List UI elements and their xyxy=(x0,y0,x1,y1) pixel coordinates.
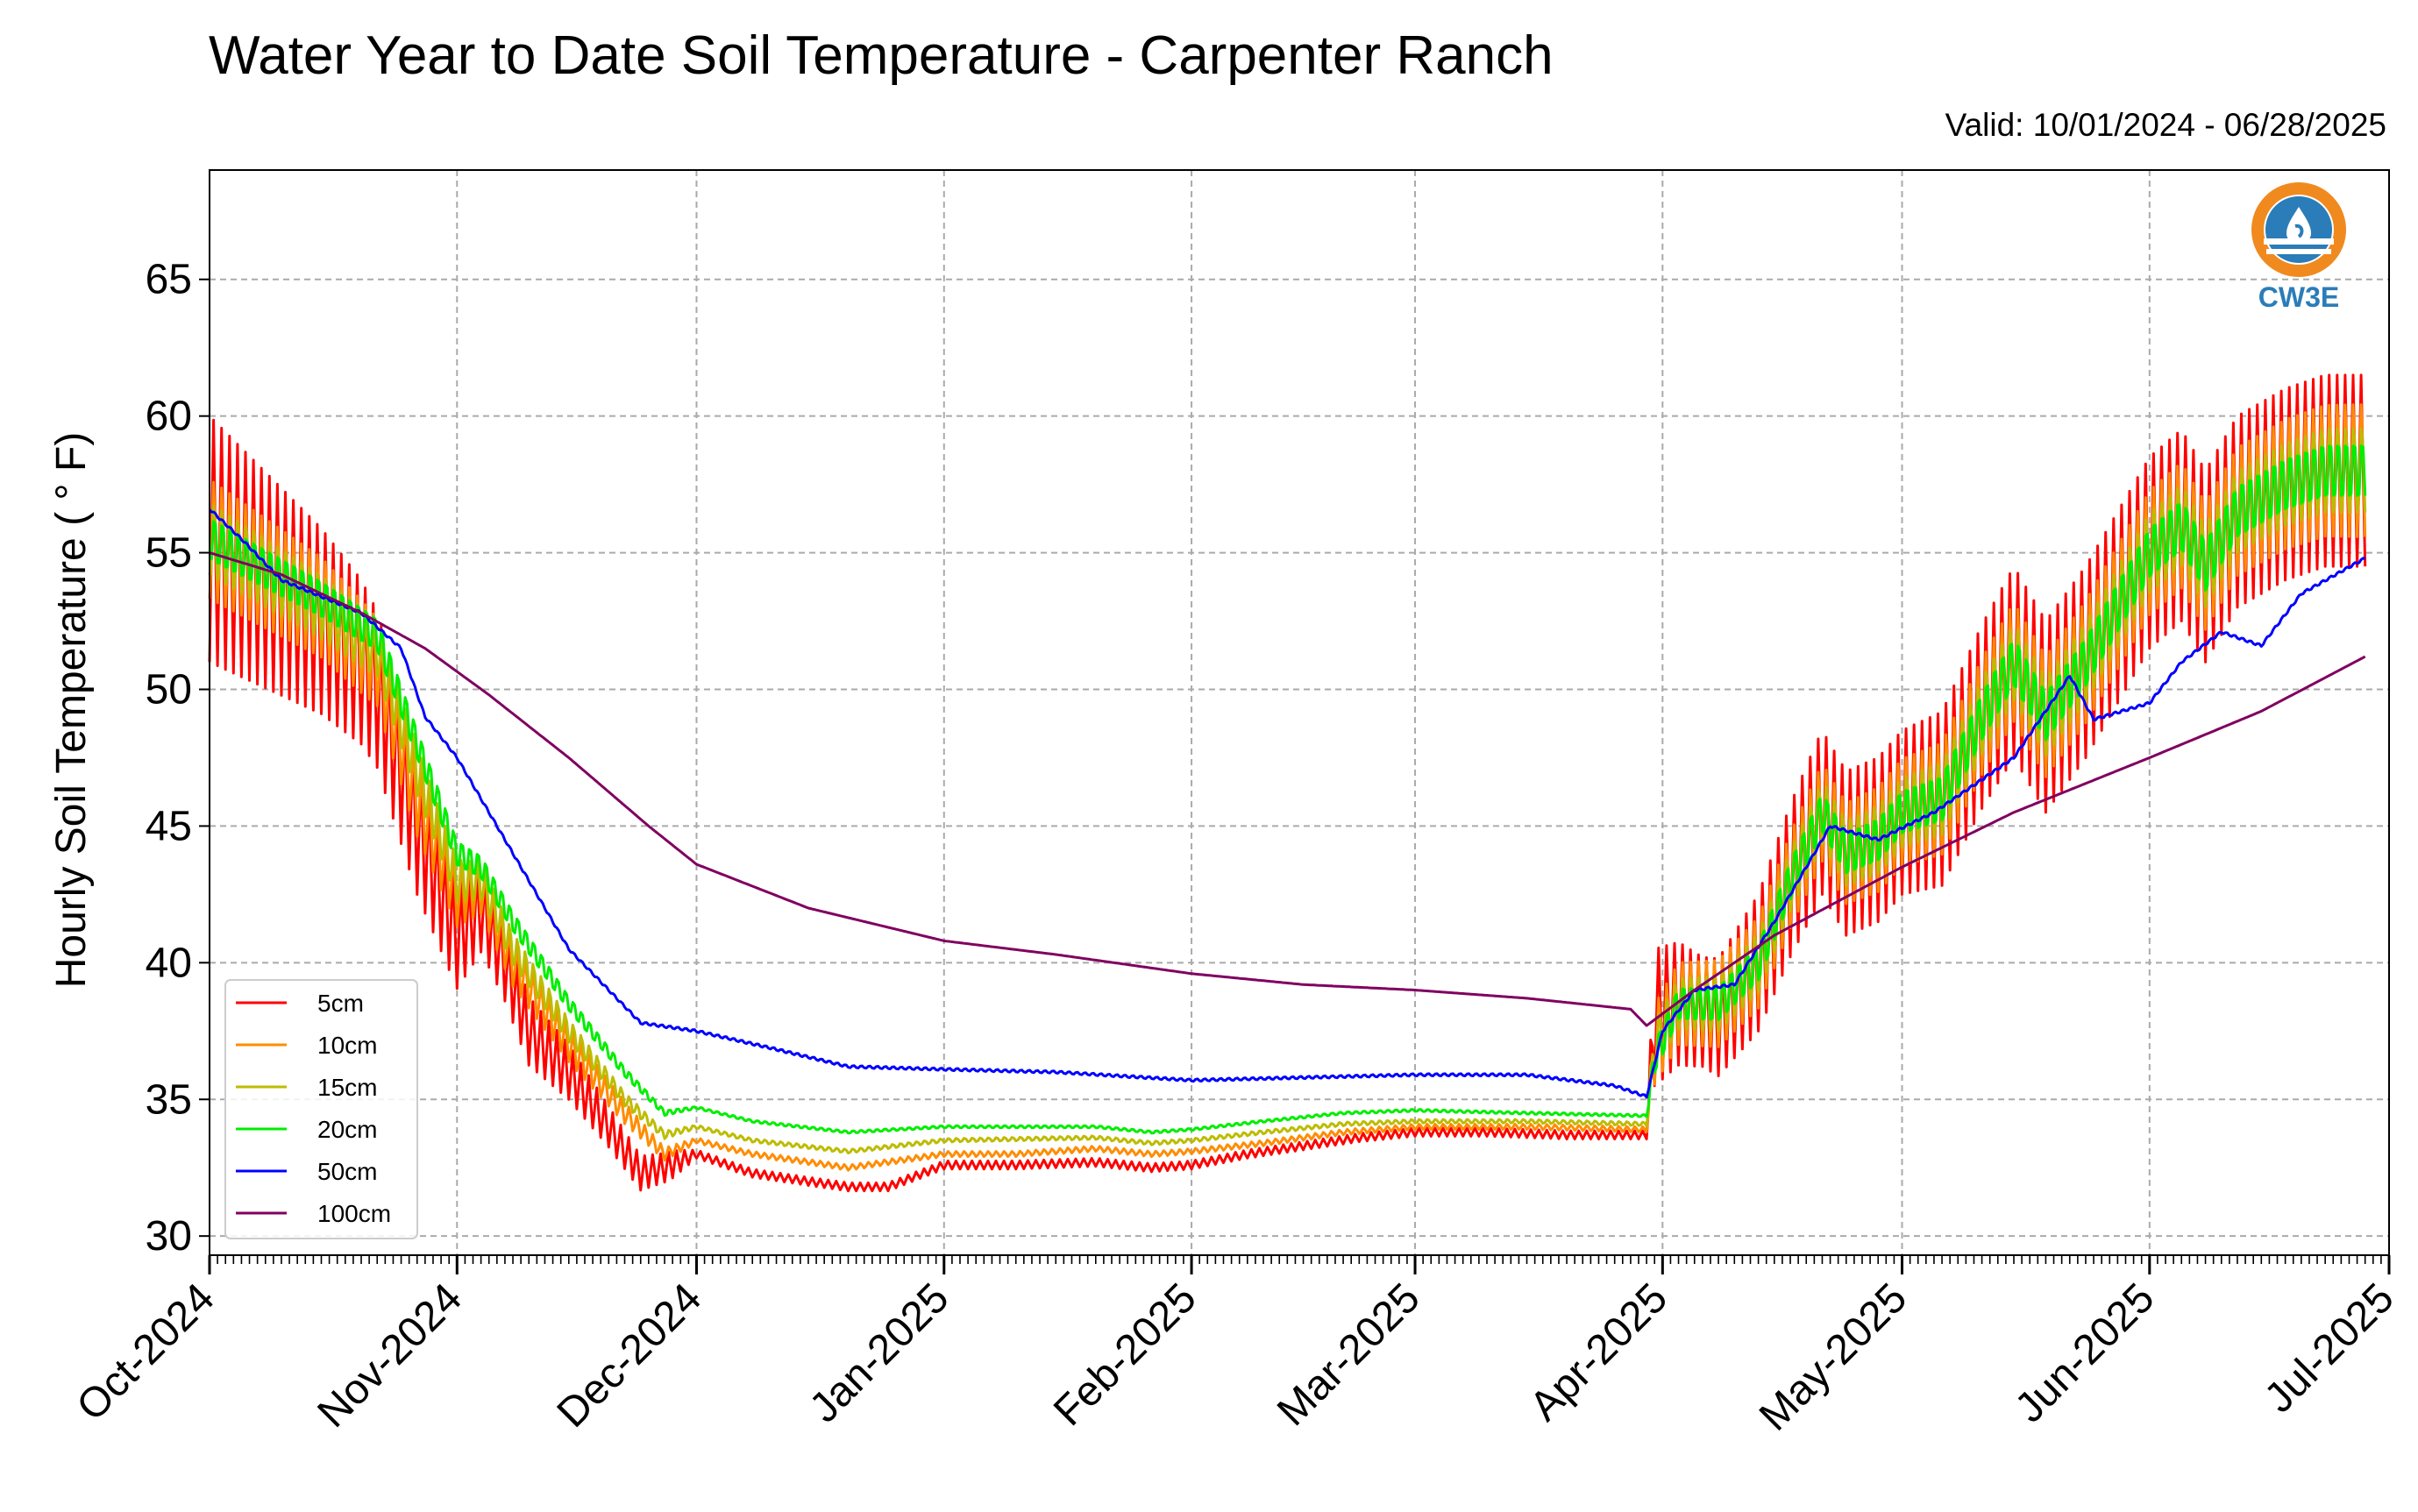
y-tick-label: 60 xyxy=(146,394,192,440)
y-tick-label: 65 xyxy=(146,257,192,303)
x-tick-label: May-2025 xyxy=(1751,1274,1916,1439)
series-line-15cm xyxy=(208,427,2367,1155)
x-tick-label: Nov-2024 xyxy=(309,1274,471,1437)
series-line-10cm xyxy=(208,403,2367,1172)
y-tick-label: 50 xyxy=(146,666,192,713)
series-line-5cm xyxy=(208,373,2367,1193)
legend: 5cm 10cm 15cm 20cm 50cm 100cm xyxy=(224,979,418,1239)
legend-label: 50cm xyxy=(317,1158,377,1185)
legend-label: 5cm xyxy=(317,990,364,1017)
x-tick-label: Feb-2025 xyxy=(1045,1274,1205,1435)
logo-band xyxy=(2266,249,2331,254)
series-line-20cm xyxy=(209,444,2367,1135)
y-tick-label: 30 xyxy=(146,1213,192,1260)
legend-label: 20cm xyxy=(317,1116,377,1143)
plot-frame xyxy=(209,169,2390,1256)
legend-label: 100cm xyxy=(317,1200,391,1227)
y-axis-label: Hourly Soil Temperature ( ° F) xyxy=(48,432,95,989)
x-tick-label: Jun-2025 xyxy=(2007,1274,2164,1431)
valid-date-range: Valid: 10/01/2024 - 06/28/2025 xyxy=(1945,107,2386,143)
x-tick-label: Mar-2025 xyxy=(1269,1274,1429,1435)
chart-title: Water Year to Date Soil Temperature - Ca… xyxy=(209,25,1554,86)
legend-label: 15cm xyxy=(317,1074,377,1101)
x-tick-label: Jul-2025 xyxy=(2256,1274,2403,1422)
y-tick-label: 40 xyxy=(146,940,192,986)
series-lines xyxy=(208,373,2367,1193)
y-tick-label: 55 xyxy=(146,530,192,577)
legend-label: 10cm xyxy=(317,1032,377,1059)
y-tick-label: 35 xyxy=(146,1076,192,1123)
x-tick-label: Apr-2025 xyxy=(1521,1274,1676,1430)
series-line-100cm xyxy=(209,551,2366,1027)
x-tick-label: Oct-2024 xyxy=(68,1274,224,1430)
logo-text: CW3E xyxy=(2258,281,2339,313)
logo-ring xyxy=(2251,182,2346,277)
series-line-50cm xyxy=(208,508,2366,1099)
x-tick-label: Jan-2025 xyxy=(801,1274,958,1431)
x-tick-label: Dec-2024 xyxy=(549,1274,711,1437)
cw3e-logo: CW3E xyxy=(2251,182,2346,313)
y-tick-label: 45 xyxy=(146,803,192,849)
logo-swirl xyxy=(2294,224,2304,238)
